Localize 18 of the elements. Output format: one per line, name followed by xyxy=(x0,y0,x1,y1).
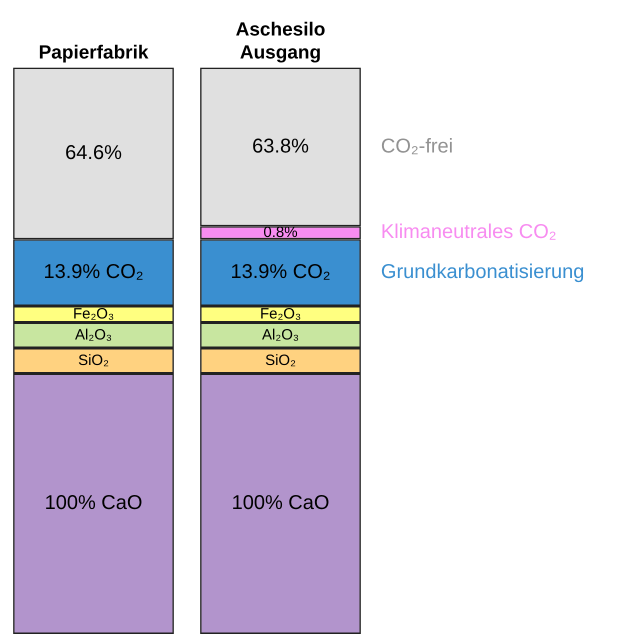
annotation: 13.9% CO₂ xyxy=(43,261,144,284)
annotation: 100% CaO xyxy=(44,492,142,514)
annotation: Al₂O₃ xyxy=(75,326,112,344)
annotation: 63.8% xyxy=(252,135,310,158)
annotation: Fe₂O₃ xyxy=(260,305,302,322)
annotation: 64.6% xyxy=(65,142,122,164)
series-label: CO₂-frei xyxy=(380,135,454,158)
annotation: Al₂O₃ xyxy=(262,326,299,344)
x-tick-label: Aschesilo Ausgang xyxy=(236,20,326,64)
annotation: SiO₂ xyxy=(78,352,110,369)
annotation: 100% CaO xyxy=(232,492,330,514)
annotation: Fe₂O₃ xyxy=(72,305,114,322)
annotation: 0.8% xyxy=(263,224,298,241)
series-label: Grundkarbonatisierung xyxy=(380,261,584,284)
x-tick-label: Papierfabrik xyxy=(38,42,149,64)
annotation: 13.9% CO₂ xyxy=(230,261,331,284)
annotation: SiO₂ xyxy=(265,352,296,369)
series-label: Klimaneutrales CO₂ xyxy=(380,221,557,244)
